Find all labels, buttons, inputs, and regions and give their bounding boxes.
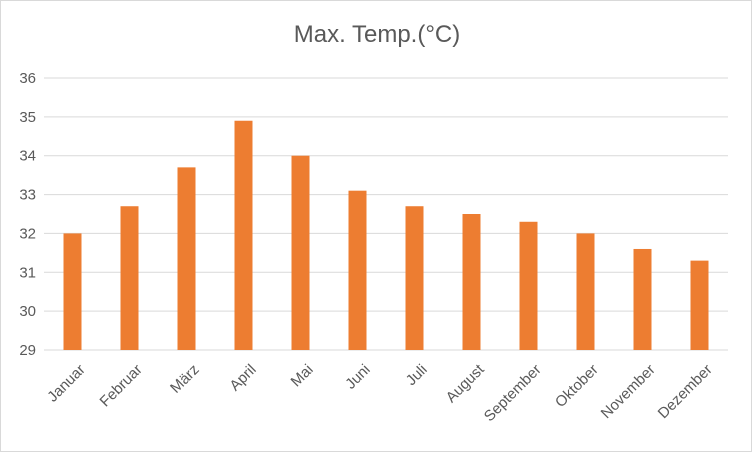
bar-oktober bbox=[576, 233, 595, 350]
bar-juli bbox=[405, 206, 424, 350]
bar-märz bbox=[177, 167, 196, 350]
y-tick-label: 29 bbox=[19, 342, 36, 359]
bars bbox=[63, 120, 709, 350]
y-tick-label: 34 bbox=[19, 148, 36, 165]
y-tick-label: 36 bbox=[19, 70, 36, 87]
x-tick-label: März bbox=[167, 361, 203, 397]
bar-juni bbox=[348, 190, 367, 350]
y-tick-label: 33 bbox=[19, 187, 36, 204]
gridlines bbox=[44, 77, 728, 351]
bar-april bbox=[234, 120, 253, 350]
x-tick-label: Januar bbox=[44, 361, 88, 405]
x-tick-label: April bbox=[226, 361, 259, 394]
bar-november bbox=[633, 248, 652, 350]
y-tick-label: 31 bbox=[19, 264, 36, 281]
x-tick-label: Oktober bbox=[552, 361, 602, 411]
y-tick-label: 35 bbox=[19, 109, 36, 126]
x-tick-label: Juni bbox=[342, 361, 373, 392]
bar-februar bbox=[120, 206, 139, 350]
bar-januar bbox=[63, 233, 82, 350]
x-tick-label: Dezember bbox=[655, 361, 716, 422]
y-tick-label: 32 bbox=[19, 225, 36, 242]
bar-mai bbox=[291, 155, 310, 350]
x-tick-label: September bbox=[481, 361, 545, 425]
bar-august bbox=[462, 214, 481, 350]
x-tick-label: Februar bbox=[97, 361, 146, 410]
bar-september bbox=[519, 221, 538, 350]
y-axis-tick-labels: 29 30 31 32 33 34 35 36 bbox=[19, 70, 36, 359]
y-tick-label: 30 bbox=[19, 303, 36, 320]
chart-title: Max. Temp.(°C) bbox=[293, 21, 461, 48]
x-tick-label: Juli bbox=[403, 361, 431, 389]
x-axis-tick-labels: Januar Februar März April Mai Juni Juli AugustS… bbox=[44, 361, 715, 425]
x-tick-label: Mai bbox=[288, 361, 317, 390]
x-tick-label: November bbox=[598, 361, 659, 422]
bar-dezember bbox=[690, 260, 709, 350]
x-tick-label: August bbox=[443, 361, 489, 407]
